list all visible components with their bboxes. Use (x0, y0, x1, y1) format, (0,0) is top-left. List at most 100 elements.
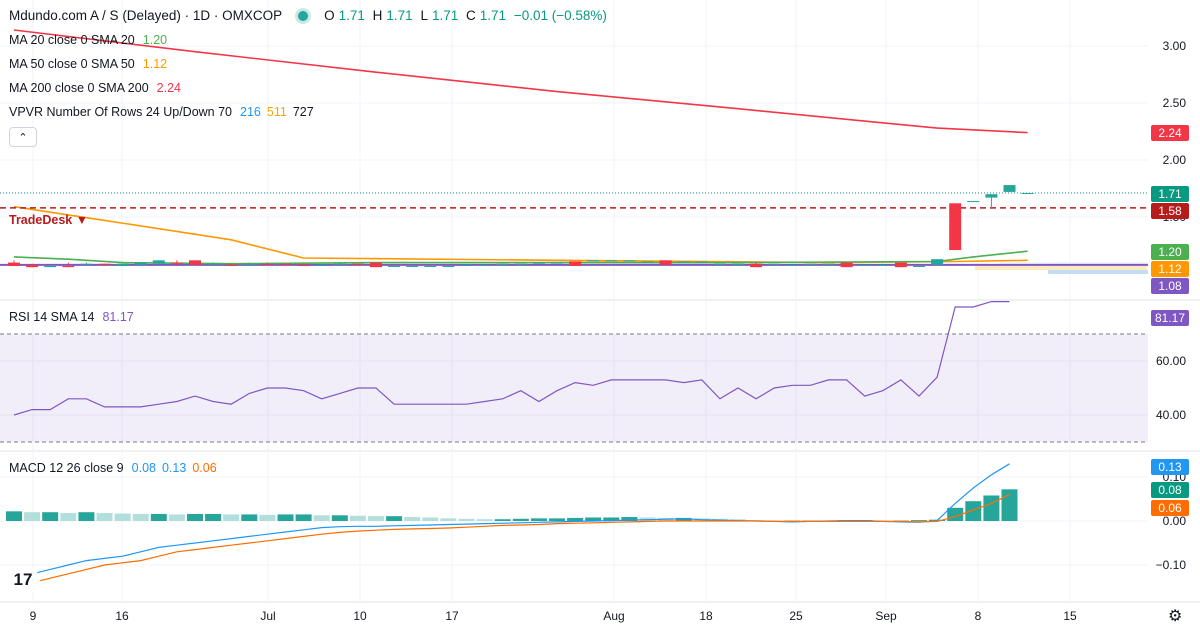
macd-histogram-bar[interactable] (96, 513, 113, 521)
tradingview-logo-icon[interactable]: 17 (6, 566, 40, 594)
candle[interactable] (279, 263, 292, 265)
candle[interactable] (949, 203, 962, 251)
candle[interactable] (840, 262, 853, 268)
candle[interactable] (8, 262, 20, 267)
macd-histogram-bar[interactable] (458, 518, 475, 521)
macd-histogram-bar[interactable] (259, 514, 276, 521)
collapse-legend-button[interactable]: ⌃ (9, 127, 37, 147)
price-pane[interactable]: TradeDesk ▼ (0, 29, 1148, 274)
macd-histogram-bar[interactable] (349, 515, 366, 521)
ma50-legend[interactable]: MA 50 close 0 SMA 50 1.12 (9, 57, 168, 71)
macd-histogram-bar[interactable] (1001, 489, 1018, 521)
macd-histogram-bar[interactable] (983, 495, 1000, 521)
candle[interactable] (478, 264, 491, 266)
candle[interactable] (569, 261, 582, 267)
macd-histogram-bar[interactable] (205, 513, 222, 521)
candle[interactable] (641, 261, 654, 263)
candle[interactable] (424, 266, 437, 268)
candle[interactable] (152, 260, 165, 264)
candle[interactable] (370, 262, 382, 268)
macd-histogram-bar[interactable] (295, 514, 312, 521)
candle[interactable] (750, 263, 763, 268)
candle[interactable] (261, 263, 274, 265)
candle[interactable] (406, 266, 419, 268)
candle[interactable] (44, 266, 57, 268)
candle[interactable] (605, 260, 618, 262)
vpvr-legend[interactable]: VPVR Number Of Rows 24 Up/Down 70 216 51… (9, 105, 314, 119)
candle[interactable] (134, 262, 147, 265)
macd-histogram-bar[interactable] (6, 511, 22, 521)
macd-histogram-bar[interactable] (241, 514, 258, 521)
candle[interactable] (623, 260, 636, 262)
macd-histogram-bar[interactable] (512, 518, 529, 521)
candle[interactable] (894, 262, 907, 268)
rsi-legend[interactable]: RSI 14 SMA 14 81.17 (9, 310, 134, 324)
candle[interactable] (695, 261, 708, 263)
candle[interactable] (243, 263, 256, 265)
candle[interactable] (80, 263, 93, 265)
macd-histogram-bar[interactable] (24, 512, 41, 521)
macd-histogram-bar[interactable] (313, 515, 330, 521)
candle[interactable] (551, 262, 563, 264)
macd-histogram-bar[interactable] (168, 514, 185, 521)
macd-histogram-bar[interactable] (331, 515, 348, 521)
candle[interactable] (732, 263, 744, 265)
macd-histogram-bar[interactable] (404, 517, 421, 521)
candle[interactable] (587, 260, 600, 262)
candle[interactable] (931, 259, 944, 265)
ma20-legend[interactable]: MA 20 close 0 SMA 20 1.20 (9, 33, 168, 47)
candle[interactable] (62, 266, 75, 268)
macd-histogram-bar[interactable] (530, 518, 547, 521)
macd-histogram-bar[interactable] (422, 517, 439, 521)
macd-histogram-bar[interactable] (675, 517, 692, 521)
candle[interactable] (98, 263, 111, 265)
candle[interactable] (804, 263, 817, 265)
candle[interactable] (297, 264, 310, 267)
macd-histogram-bar[interactable] (42, 512, 59, 521)
candle[interactable] (967, 201, 980, 203)
candle[interactable] (170, 262, 183, 264)
candle[interactable] (189, 260, 201, 265)
gear-icon[interactable]: ⚙ (1168, 608, 1183, 625)
macd-histogram-bar[interactable] (911, 520, 927, 522)
macd-histogram-bar[interactable] (150, 513, 167, 521)
candle[interactable] (677, 261, 690, 263)
candle[interactable] (442, 266, 455, 268)
macd-histogram-bar[interactable] (494, 519, 511, 521)
candle[interactable] (1003, 185, 1016, 192)
macd-histogram-bar[interactable] (368, 516, 384, 521)
candle[interactable] (315, 264, 328, 267)
candle[interactable] (858, 264, 871, 266)
macd-legend[interactable]: MACD 12 26 close 9 0.08 0.13 0.06 (9, 461, 217, 475)
candle[interactable] (713, 263, 726, 265)
macd-histogram-bar[interactable] (476, 519, 493, 521)
macd-histogram-bar[interactable] (60, 513, 77, 521)
candle[interactable] (460, 264, 473, 267)
candle[interactable] (913, 266, 925, 268)
macd-pane[interactable] (6, 463, 1018, 588)
rsi-pane[interactable] (0, 301, 1148, 443)
candle[interactable] (1021, 193, 1034, 195)
macd-histogram-bar[interactable] (440, 518, 457, 521)
macd-histogram-bar[interactable] (277, 514, 294, 521)
macd-histogram-bar[interactable] (386, 516, 403, 521)
tradedesk-label[interactable]: TradeDesk ▼ (9, 213, 88, 227)
macd-histogram-bar[interactable] (549, 518, 565, 521)
macd-histogram-bar[interactable] (223, 514, 240, 521)
candle[interactable] (659, 260, 672, 265)
candle[interactable] (496, 263, 509, 265)
candle[interactable] (786, 264, 799, 266)
macd-histogram-bar[interactable] (78, 512, 95, 521)
candle[interactable] (225, 264, 238, 267)
candle[interactable] (532, 262, 545, 264)
candle[interactable] (333, 263, 346, 265)
symbol-title[interactable]: Mdundo.com A / S (Delayed) · 1D · OMXCOP (9, 8, 283, 23)
macd-histogram-bar[interactable] (567, 517, 584, 521)
candle[interactable] (514, 263, 527, 265)
candle[interactable] (207, 263, 220, 265)
macd-histogram-bar[interactable] (132, 513, 149, 521)
macd-histogram-bar[interactable] (114, 513, 131, 521)
candle[interactable] (768, 263, 781, 265)
macd-histogram-bar[interactable] (187, 513, 203, 521)
